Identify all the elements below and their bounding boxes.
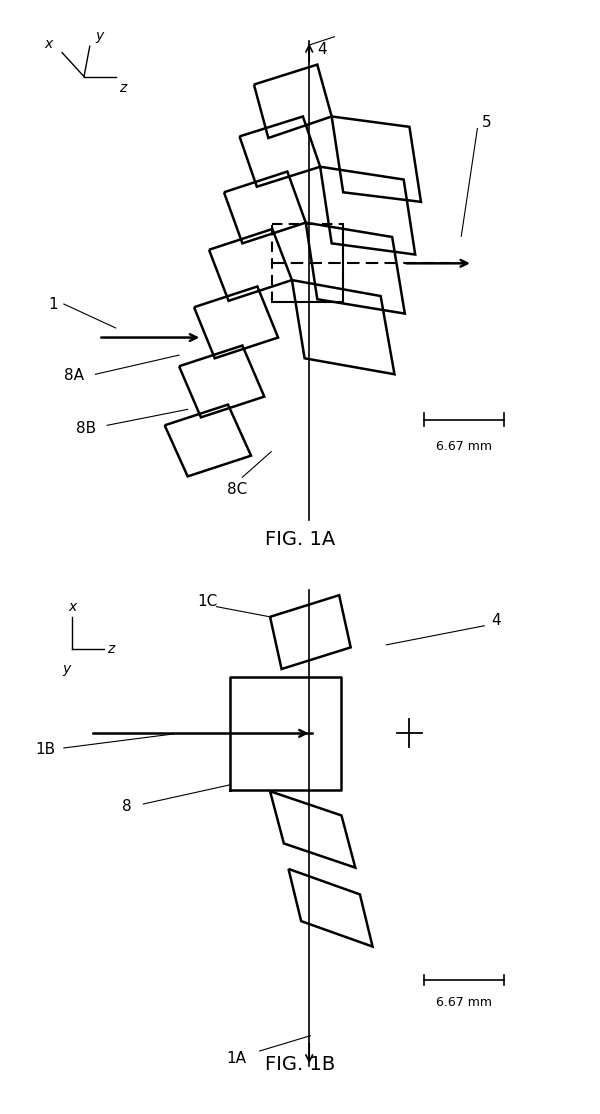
Text: 8A: 8A [64,369,84,383]
Text: x: x [44,37,52,51]
Text: 4: 4 [491,613,500,628]
Text: 1C: 1C [198,594,218,609]
Text: z: z [119,80,126,95]
Text: 8: 8 [122,799,132,814]
Text: 4: 4 [317,42,327,57]
Text: y: y [95,29,104,43]
Text: 6.67 mm: 6.67 mm [436,440,492,452]
Text: z: z [107,643,114,656]
Text: 8B: 8B [76,421,96,436]
Text: y: y [62,662,71,676]
Text: 1B: 1B [35,742,55,756]
Text: 1: 1 [49,296,58,312]
Text: 8C: 8C [227,481,247,497]
Text: FIG. 1A: FIG. 1A [265,530,335,549]
Text: FIG. 1B: FIG. 1B [265,1055,335,1075]
Text: x: x [68,600,77,614]
Text: 1A: 1A [227,1052,247,1066]
Text: 5: 5 [481,115,491,129]
Text: 6.67 mm: 6.67 mm [436,996,492,1009]
